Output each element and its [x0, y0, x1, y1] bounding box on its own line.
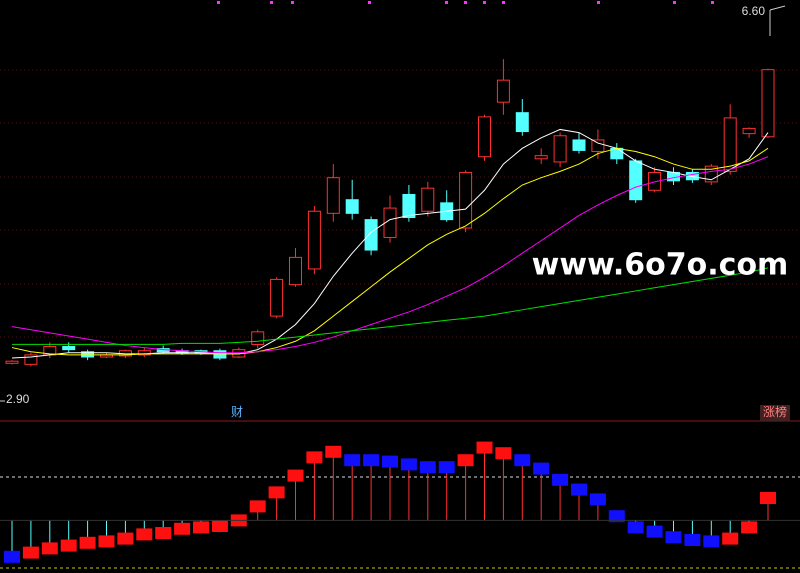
indicator-block [400, 458, 417, 471]
indicator-block [174, 522, 191, 535]
moving-average [11, 128, 769, 359]
indicator-block [41, 542, 58, 555]
y-tick-label: 2.90 [6, 392, 30, 406]
indicator-block [760, 492, 776, 504]
indicator-block [136, 528, 153, 541]
indicator-block [571, 483, 587, 496]
indicator-block [703, 535, 720, 548]
indicator-block [741, 521, 758, 534]
candle-body [534, 155, 548, 160]
indicator-block [419, 461, 436, 474]
candle-body [515, 112, 529, 133]
indicator-block [722, 532, 739, 545]
candle-body [629, 160, 643, 201]
rank-badge [760, 405, 790, 421]
indicator-block [325, 445, 342, 458]
candle-body [421, 187, 435, 212]
indicator-block [4, 550, 20, 563]
candle-body [62, 346, 76, 351]
indicator-block [627, 521, 644, 534]
indicator-block [684, 534, 701, 546]
indicator-block [665, 531, 682, 544]
indicator-block [306, 451, 323, 464]
indicator-block [60, 539, 77, 552]
indicator-block [268, 486, 285, 499]
indicator-block [211, 520, 228, 532]
indicator-block [457, 454, 474, 467]
indicator-block [98, 535, 115, 548]
indicator-block [646, 525, 663, 538]
indicator-block [249, 500, 266, 513]
rank-label: 涨榜 [763, 404, 787, 419]
high-pointer [769, 5, 786, 36]
indicator-block [533, 462, 550, 475]
indicator-block [495, 447, 512, 460]
candle-body [383, 207, 397, 238]
top-markers [217, 1, 714, 4]
candle-body [591, 139, 605, 152]
candle-body [364, 219, 378, 251]
indicator-block [22, 546, 39, 559]
candle-body [5, 360, 19, 364]
moving-average [11, 156, 769, 354]
candle-body [742, 127, 756, 135]
moving-average [11, 147, 769, 356]
candle-body [345, 199, 359, 214]
indicator-block [552, 473, 569, 486]
indicator-block [476, 441, 493, 454]
candle-body [459, 171, 473, 229]
candle-body [289, 256, 302, 286]
candle-body [402, 193, 416, 219]
indicator-block [117, 532, 134, 545]
candle-body [326, 177, 340, 214]
candle-body [496, 79, 510, 103]
candle-body [81, 351, 95, 358]
candle-body [648, 171, 662, 191]
candle-body [251, 331, 265, 345]
grid [0, 69, 800, 338]
y-tick-label: 6.60 [742, 4, 766, 18]
moving-average [12, 267, 769, 345]
candle-body [307, 210, 321, 270]
indicator-block [344, 454, 361, 467]
indicator-block [287, 469, 304, 482]
indicator-block [193, 521, 209, 534]
candle-body [137, 350, 151, 356]
candle-body [478, 116, 491, 158]
candle-body [270, 278, 284, 317]
indicator-block [382, 455, 398, 468]
candle-body [24, 354, 38, 365]
candle-body [572, 139, 586, 151]
candle-body [213, 350, 227, 359]
finance-marker: 财 [231, 405, 243, 419]
indicator-block [608, 510, 625, 523]
indicator-block [438, 461, 455, 474]
candle-body [553, 135, 567, 163]
candle-body [685, 171, 699, 181]
indicator-block [363, 454, 380, 467]
watermark: www.6o7o.com [532, 248, 789, 283]
indicator-block [155, 527, 172, 539]
candle-body [761, 69, 775, 138]
indicator-block [79, 536, 96, 549]
indicator-block [514, 454, 531, 467]
candle-body [723, 117, 737, 172]
indicator-block [589, 493, 606, 506]
